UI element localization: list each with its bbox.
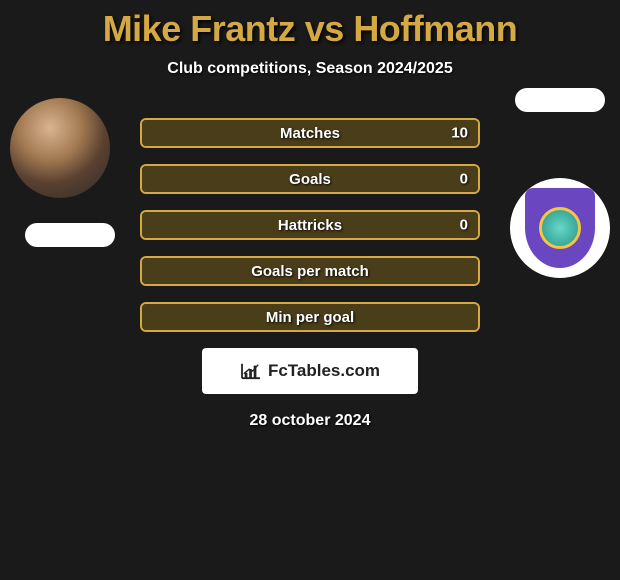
stat-bar: Matches 10: [140, 118, 480, 148]
stat-bar: Goals 0: [140, 164, 480, 194]
stat-value-right: 0: [460, 217, 468, 234]
stat-label: Goals per match: [251, 263, 369, 280]
stat-label: Goals: [289, 171, 331, 188]
subtitle: Club competitions, Season 2024/2025: [0, 60, 620, 78]
player1-club-pill: [25, 223, 115, 247]
stat-bar: Goals per match: [140, 256, 480, 286]
player1-avatar: [10, 98, 110, 198]
club-crest-icon: [525, 188, 595, 268]
stat-bars: Matches 10 Goals 0 Hattricks 0 Goals per match…: [140, 118, 480, 332]
brand-badge: FcTables.com: [202, 348, 418, 394]
stat-value-right: 0: [460, 171, 468, 188]
player2-club-pill: [515, 88, 605, 112]
chart-icon: [240, 362, 262, 380]
player2-avatar: [510, 178, 610, 278]
date-text: 28 october 2024: [0, 412, 620, 430]
stat-value-right: 10: [451, 125, 468, 142]
brand-text: FcTables.com: [268, 361, 380, 381]
stat-label: Hattricks: [278, 217, 342, 234]
stat-bar: Min per goal: [140, 302, 480, 332]
player2-name: Hoffmann: [353, 8, 517, 49]
comparison-title: Mike Frantz vs Hoffmann: [0, 0, 620, 50]
vs-text: vs: [305, 8, 344, 49]
stat-label: Matches: [280, 125, 340, 142]
player1-name: Mike Frantz: [103, 8, 296, 49]
stat-bar: Hattricks 0: [140, 210, 480, 240]
stat-label: Min per goal: [266, 309, 354, 326]
comparison-stage: Matches 10 Goals 0 Hattricks 0 Goals per match…: [0, 118, 620, 430]
